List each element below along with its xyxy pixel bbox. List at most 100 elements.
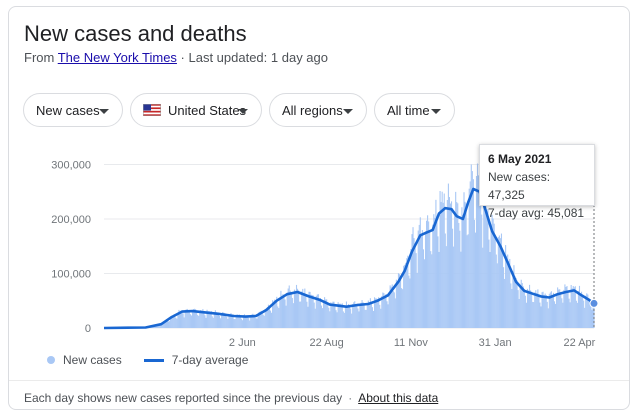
- new-cases-bar: [154, 326, 156, 328]
- new-cases-bar: [361, 300, 363, 328]
- new-cases-bar: [190, 315, 192, 328]
- new-cases-bar: [229, 315, 231, 328]
- new-cases-bar: [337, 302, 339, 328]
- new-cases-bar: [291, 297, 293, 328]
- new-cases-bar: [542, 291, 544, 328]
- new-cases-bar: [273, 301, 275, 328]
- new-cases-bar: [275, 300, 277, 328]
- new-cases-bar: [509, 258, 511, 328]
- new-cases-bar: [252, 313, 254, 328]
- new-cases-bar: [357, 308, 359, 328]
- source-link[interactable]: The New York Times: [57, 50, 177, 65]
- new-cases-bar: [569, 302, 571, 328]
- new-cases-bar: [491, 214, 493, 328]
- new-cases-bar: [433, 214, 435, 328]
- new-cases-bar: [416, 272, 418, 328]
- new-cases-bar: [379, 304, 381, 328]
- new-cases-bar: [299, 301, 301, 328]
- new-cases-bar: [387, 304, 389, 328]
- new-cases-bar: [208, 311, 210, 328]
- new-cases-bar: [519, 284, 521, 328]
- new-cases-bar: [161, 324, 163, 328]
- new-cases-bar: [444, 233, 446, 328]
- new-cases-bar: [223, 312, 225, 328]
- new-cases-bar: [383, 293, 385, 328]
- new-cases-bar: [295, 284, 298, 328]
- new-cases-bar: [180, 310, 182, 328]
- new-cases-bar: [232, 315, 234, 328]
- new-cases-bar: [355, 304, 357, 328]
- new-cases-bar: [298, 290, 300, 328]
- new-cases-bar: [431, 254, 433, 328]
- new-cases-bar: [280, 290, 282, 328]
- region-dropdown-label: All regions: [282, 102, 343, 118]
- new-cases-bar: [363, 303, 365, 328]
- new-cases-bar: [418, 224, 420, 328]
- card-footer: Each day shows new cases reported since …: [24, 391, 438, 405]
- new-cases-bar: [430, 251, 432, 328]
- new-cases-bar: [308, 291, 310, 328]
- new-cases-bar: [286, 292, 288, 328]
- new-cases-bar: [377, 298, 379, 328]
- new-cases-bar: [472, 179, 474, 328]
- new-cases-bar: [386, 301, 388, 328]
- new-cases-bar: [269, 310, 272, 328]
- about-data-link[interactable]: About this data: [358, 391, 439, 405]
- new-cases-bar: [462, 214, 464, 328]
- new-cases-bar: [304, 288, 306, 328]
- cases-chart[interactable]: 0 100,000 200,000 300,000 2 Jun 22 Aug 11 Nov…: [9, 147, 629, 357]
- new-cases-bar: [246, 315, 248, 328]
- new-cases-bar: [243, 314, 246, 328]
- period-dropdown[interactable]: All time: [374, 93, 455, 127]
- new-cases-bar: [182, 313, 184, 328]
- new-cases-bar: [256, 318, 258, 328]
- new-cases-bar: [341, 303, 343, 328]
- new-cases-bar: [585, 295, 587, 328]
- new-cases-bar: [516, 280, 518, 328]
- new-cases-bar: [558, 289, 560, 328]
- new-cases-bar: [426, 220, 428, 328]
- new-cases-bar: [247, 315, 249, 328]
- new-cases-bar: [378, 297, 380, 328]
- new-cases-bar: [321, 308, 324, 328]
- new-cases-bar: [511, 288, 513, 328]
- card-subtitle: From The New York Times · Last updated: …: [24, 50, 328, 65]
- new-cases-bar: [376, 298, 378, 328]
- new-cases-bar: [356, 304, 358, 328]
- new-cases-bar: [567, 291, 569, 328]
- metric-dropdown[interactable]: New cases: [23, 93, 123, 127]
- new-cases-bar: [437, 236, 439, 328]
- new-cases-bar: [510, 283, 512, 328]
- new-cases-bar: [544, 293, 546, 328]
- new-cases-bar: [332, 301, 334, 328]
- last-updated: · Last updated: 1 day ago: [176, 50, 328, 65]
- new-cases-bar: [338, 303, 340, 328]
- new-cases-bar: [442, 202, 444, 328]
- new-cases-bar: [527, 290, 530, 328]
- new-cases-bar: [410, 248, 412, 328]
- new-cases-bar: [327, 304, 329, 328]
- new-cases-bar: [253, 316, 255, 328]
- new-cases-bar: [481, 214, 483, 328]
- new-cases-bar: [457, 203, 459, 328]
- new-cases-bar: [265, 308, 267, 328]
- new-cases-bar: [204, 315, 206, 328]
- new-cases-bar: [235, 315, 237, 328]
- region-dropdown[interactable]: All regions: [269, 93, 367, 127]
- new-cases-bar: [318, 299, 320, 328]
- new-cases-bar: [333, 301, 335, 328]
- new-cases-bar: [199, 310, 201, 328]
- new-cases-bar: [172, 315, 174, 328]
- new-cases-bar: [538, 294, 540, 328]
- new-cases-bar: [473, 219, 475, 328]
- new-cases-bar: [458, 222, 460, 328]
- new-cases-bar: [310, 294, 312, 328]
- new-cases-bar: [375, 298, 377, 328]
- new-cases-bar: [449, 203, 452, 328]
- new-cases-bar: [186, 308, 188, 328]
- new-cases-bar: [323, 302, 325, 328]
- country-dropdown[interactable]: United States: [130, 93, 262, 127]
- caret-down-icon: [343, 109, 353, 114]
- new-cases-bar: [528, 284, 531, 328]
- new-cases-bar: [191, 310, 194, 328]
